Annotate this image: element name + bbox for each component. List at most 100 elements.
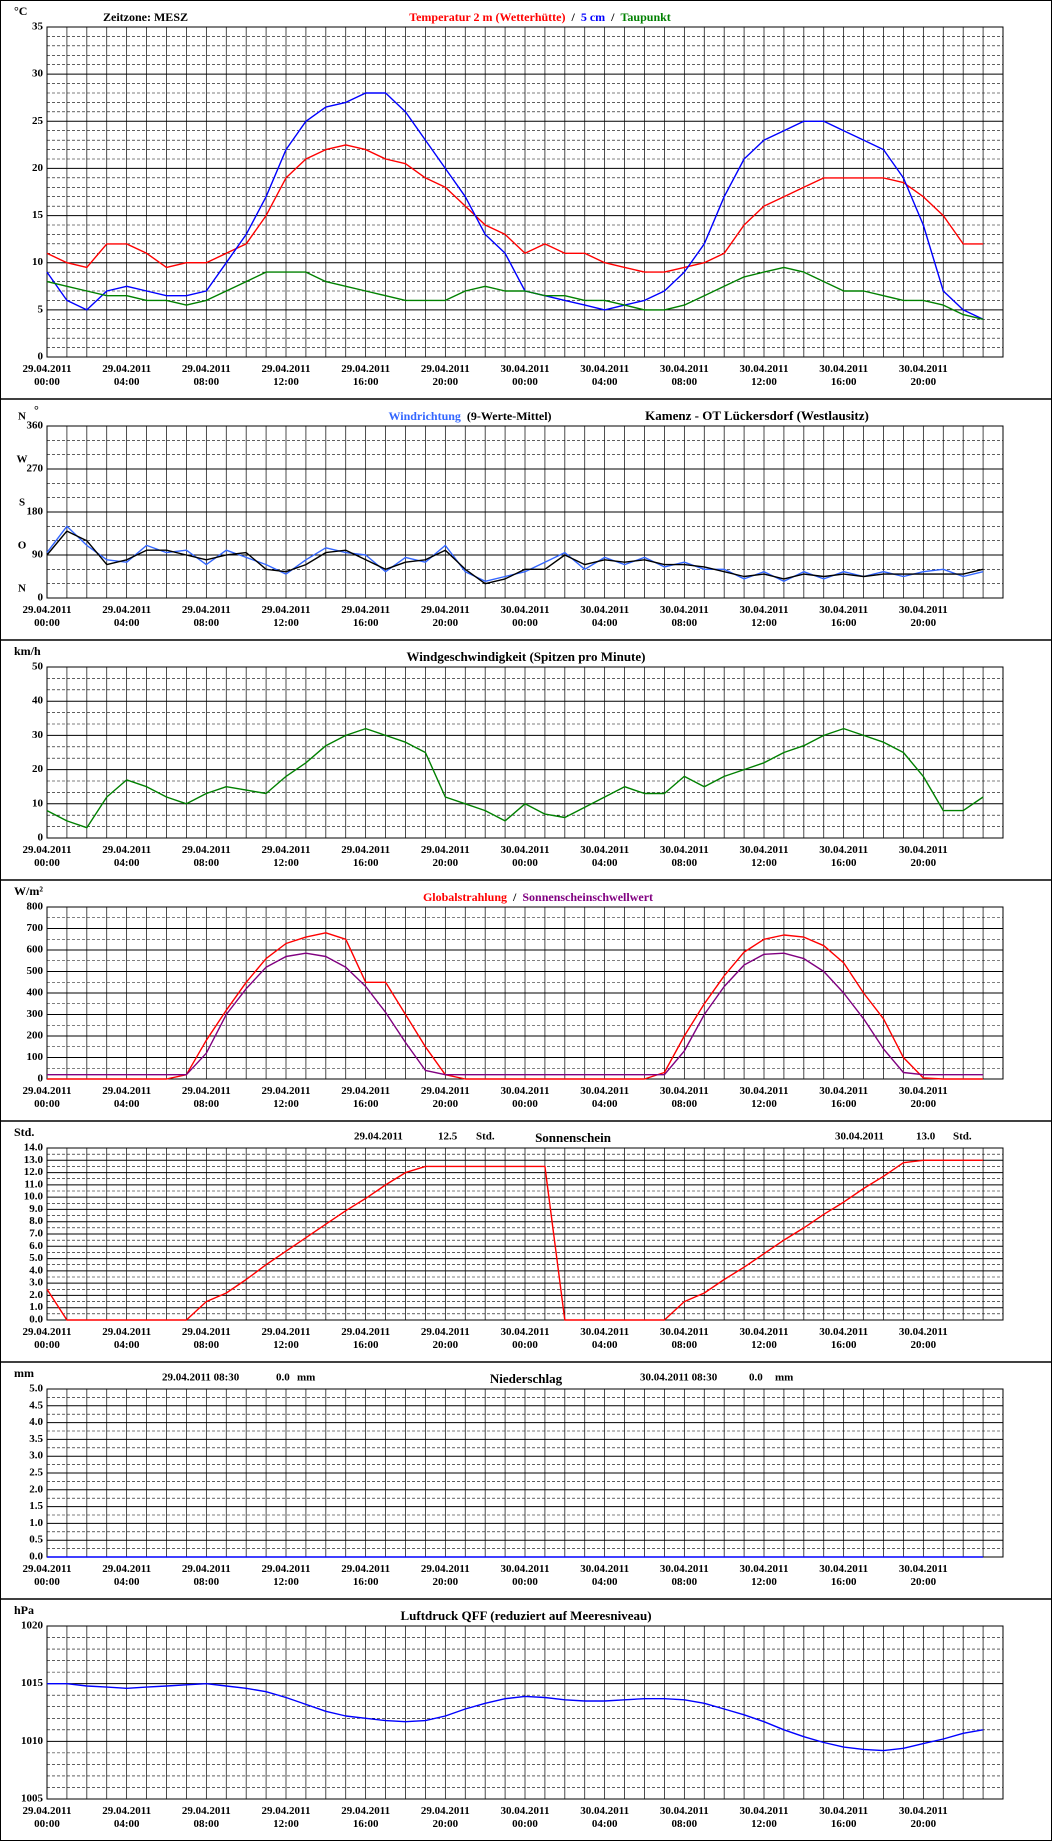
plot-frame [46, 1625, 1004, 1800]
direction-label: N [18, 583, 26, 595]
x-tick-label: 30.04.2011 12:00 [739, 1805, 789, 1830]
chart-title: Sonnenschein [535, 1130, 612, 1145]
y-tick-label: 0.0 [29, 1551, 43, 1563]
y-tick-label: 0.5 [29, 1534, 43, 1546]
x-tick-label: 29.04.2011 08:00 [181, 1563, 231, 1588]
x-tick-label: 30.04.2011 04:00 [580, 1085, 630, 1110]
x-tick-label: 30.04.2011 00:00 [500, 604, 550, 629]
subtitle: Kamenz - OT Lückersdorf (Westlausitz) [645, 408, 869, 423]
x-tick-label: 30.04.2011 04:00 [580, 1805, 630, 1830]
x-tick-label: 29.04.2011 20:00 [420, 1563, 470, 1588]
x-tick-label: 29.04.2011 00:00 [22, 363, 72, 388]
y-tick-label: 200 [27, 1030, 44, 1042]
series-line [46, 727, 984, 829]
x-tick-label: 29.04.2011 20:00 [420, 1326, 470, 1351]
x-tick-label: 30.04.2011 12:00 [739, 1085, 789, 1110]
series-line [46, 1159, 984, 1321]
y-tick-label: 9.0 [29, 1203, 43, 1215]
x-tick-label: 30.04.2011 20:00 [898, 844, 948, 869]
legend-entry: 5 cm [581, 10, 605, 24]
x-tick-label: 30.04.2011 04:00 [580, 844, 630, 869]
y-tick-label: 7.0 [29, 1228, 43, 1240]
x-tick-label: 29.04.2011 04:00 [102, 1326, 152, 1351]
y-tick-label: 3.0 [29, 1277, 43, 1289]
y-tick-label: 8.0 [29, 1215, 43, 1227]
y-tick-label: 10 [32, 797, 44, 809]
y-tick-label: 0.0 [29, 1314, 43, 1326]
y-tick-label: 4.0 [29, 1264, 43, 1276]
x-tick-label: 30.04.2011 04:00 [580, 1326, 630, 1351]
annotation-value: 13.0 [916, 1131, 936, 1143]
y-tick-label: 35 [32, 21, 44, 33]
annotation-date: 30.04.2011 08:30 [640, 1372, 718, 1384]
y-tick-label: 12.0 [24, 1166, 44, 1178]
x-tick-label: 29.04.2011 00:00 [22, 604, 72, 629]
y-tick-label: 1020 [21, 1620, 44, 1632]
x-tick-label: 29.04.2011 12:00 [261, 1085, 311, 1110]
x-tick-label: 29.04.2011 20:00 [420, 844, 470, 869]
legend: Temperatur 2 m (Wetterhütte) / 5 cm / Taupun… [409, 10, 671, 24]
x-tick-label: 29.04.2011 20:00 [420, 363, 470, 388]
chart-title: Niederschlag [490, 1371, 563, 1386]
legend-separator: / [610, 10, 615, 24]
x-tick-label: 30.04.2011 12:00 [739, 363, 789, 388]
annotation-value: 0.0 [749, 1372, 763, 1384]
y-tick-label: 700 [27, 922, 44, 934]
y-tick-label: 3.0 [29, 1450, 43, 1462]
y-tick-label: 1.0 [29, 1301, 43, 1313]
legend-entry: Globalstrahlung [423, 890, 507, 904]
x-tick-label: 29.04.2011 16:00 [341, 1805, 391, 1830]
x-tick-label: 29.04.2011 08:00 [181, 1326, 231, 1351]
plot-frame [46, 666, 1004, 839]
plot-frame [46, 425, 1004, 599]
x-tick-label: 29.04.2011 00:00 [22, 1563, 72, 1588]
x-tick-label: 29.04.2011 16:00 [341, 1326, 391, 1351]
y-tick-label: 5.0 [29, 1383, 43, 1395]
direction-label: O [18, 540, 27, 552]
x-tick-label: 29.04.2011 16:00 [341, 363, 391, 388]
x-tick-label: 30.04.2011 00:00 [500, 1563, 550, 1588]
x-tick-label: 30.04.2011 08:00 [659, 844, 709, 869]
y-tick-label: 20 [32, 162, 44, 174]
series-line [46, 530, 984, 585]
x-tick-label: 29.04.2011 04:00 [102, 1805, 152, 1830]
x-tick-label: 30.04.2011 12:00 [739, 1563, 789, 1588]
x-tick-label: 30.04.2011 16:00 [819, 363, 869, 388]
unit-label: hPa [14, 1603, 34, 1617]
x-tick-label: 30.04.2011 04:00 [580, 363, 630, 388]
x-tick-label: 30.04.2011 12:00 [739, 844, 789, 869]
y-tick-label: 1.5 [29, 1500, 43, 1512]
annotation-unit: mm [775, 1372, 793, 1384]
legend: Globalstrahlung / Sonnenscheinschwellwert [423, 890, 653, 904]
annotation-date: 30.04.2011 [835, 1131, 884, 1143]
x-tick-label: 29.04.2011 20:00 [420, 604, 470, 629]
y-tick-label: 0 [38, 592, 44, 604]
annotation-unit: Std. [476, 1131, 495, 1143]
y-tick-label: 40 [32, 695, 44, 707]
chart-title: Luftdruck QFF (reduziert auf Meeresnivea… [400, 1608, 651, 1623]
y-tick-label: 180 [27, 506, 44, 518]
y-tick-label: 20 [32, 763, 44, 775]
legend-entry: Sonnenscheinschwellwert [522, 890, 653, 904]
x-tick-label: 30.04.2011 16:00 [819, 1326, 869, 1351]
unit-label: Std. [14, 1125, 34, 1139]
y-tick-label: 30 [32, 729, 44, 741]
y-tick-label: 300 [27, 1008, 44, 1020]
y-tick-label: 15 [32, 209, 44, 221]
x-tick-label: 29.04.2011 08:00 [181, 363, 231, 388]
y-tick-label: 90 [32, 549, 44, 561]
x-tick-label: 30.04.2011 04:00 [580, 1563, 630, 1588]
x-tick-label: 30.04.2011 20:00 [898, 1805, 948, 1830]
legend-separator: / [571, 10, 576, 24]
x-tick-label: 29.04.2011 00:00 [22, 1085, 72, 1110]
x-tick-label: 30.04.2011 08:00 [659, 1085, 709, 1110]
legend-entry: Windrichtung [388, 409, 460, 423]
y-tick-label: 13.0 [24, 1154, 44, 1166]
note: Zeitzone: MESZ [103, 10, 188, 24]
x-tick-label: 29.04.2011 08:00 [181, 1085, 231, 1110]
x-tick-label: 30.04.2011 00:00 [500, 1085, 550, 1110]
legend-entry: Taupunkt [621, 10, 671, 24]
series-line [46, 92, 984, 320]
series-line [46, 144, 984, 273]
